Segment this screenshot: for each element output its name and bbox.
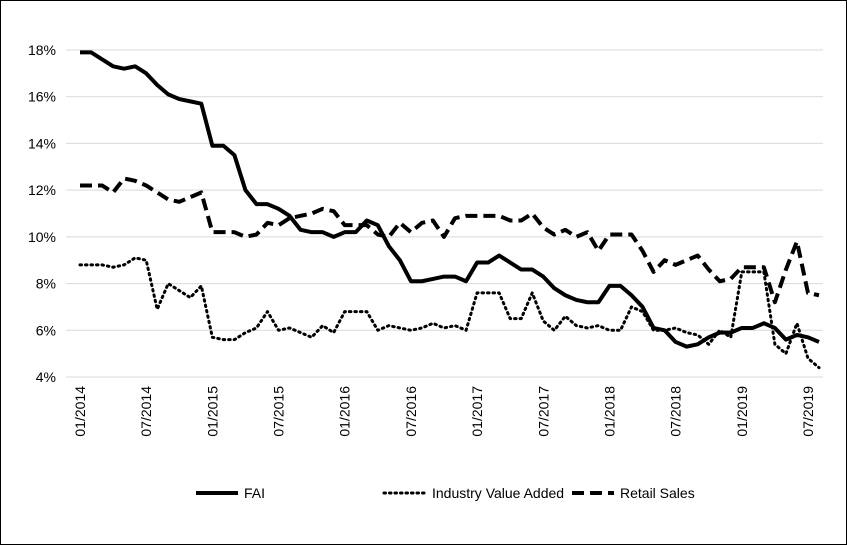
x-tick-label: 01/2016 bbox=[337, 386, 353, 437]
y-tick-label: 8% bbox=[36, 276, 56, 292]
x-tick-label: 07/2015 bbox=[271, 386, 287, 437]
x-tick-label: 07/2017 bbox=[535, 386, 551, 437]
x-tick-label: 01/2019 bbox=[734, 386, 750, 437]
y-tick-label: 14% bbox=[28, 135, 56, 151]
y-tick-label: 16% bbox=[28, 89, 56, 105]
x-tick-label: 01/2014 bbox=[72, 386, 88, 437]
y-tick-label: 10% bbox=[28, 229, 56, 245]
y-tick-label: 12% bbox=[28, 182, 56, 198]
x-tick-label: 07/2014 bbox=[138, 386, 154, 437]
x-tick-label: 01/2015 bbox=[204, 386, 220, 437]
x-tick-label: 07/2016 bbox=[403, 386, 419, 437]
legend-label: Industry Value Added bbox=[432, 485, 564, 501]
legend-label: FAI bbox=[244, 485, 265, 501]
x-tick-label: 07/2019 bbox=[800, 386, 816, 437]
x-tick-label: 01/2017 bbox=[469, 386, 485, 437]
data-line bbox=[78, 256, 821, 370]
y-tick-label: 6% bbox=[36, 322, 56, 338]
x-tick-label: 01/2018 bbox=[601, 386, 617, 437]
legend-label: Retail Sales bbox=[620, 485, 695, 501]
x-tick-label: 07/2018 bbox=[668, 386, 684, 437]
y-tick-label: 4% bbox=[36, 369, 56, 385]
y-tick-label: 18% bbox=[28, 42, 56, 58]
data-line bbox=[80, 176, 820, 305]
data-line bbox=[80, 50, 820, 349]
